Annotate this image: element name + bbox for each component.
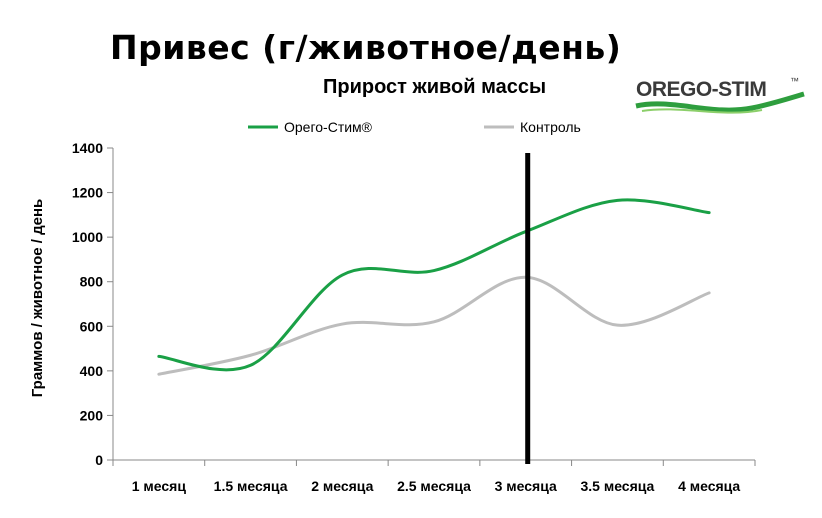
legend-label: Контроль [520, 119, 581, 135]
chart-axes [107, 147, 756, 466]
y-tick-label: 800 [80, 274, 104, 290]
x-tick-labels: 1 месяц 1.5 месяца 2 месяца 2.5 месяца 3 мес… [132, 478, 741, 494]
x-tick-label: 1 месяц [132, 478, 187, 494]
y-tick-label: 1400 [72, 140, 103, 156]
logo-text: OREGO-STIM [636, 78, 766, 101]
logo-tm: ™ [790, 76, 799, 86]
x-tick-label: 1.5 месяца [214, 478, 288, 494]
logo-swoosh [635, 91, 805, 113]
page-title: Привес (г/животное/день) [110, 28, 622, 67]
orego-stim-logo: OREGO-STIM ™ [635, 76, 805, 114]
chart-series [157, 198, 711, 376]
x-tick-label: 3.5 месяца [581, 478, 655, 494]
chart-title: Прирост живой массы [323, 76, 547, 98]
x-tick-label: 3 месяца [495, 478, 557, 494]
y-tick-label: 0 [95, 452, 103, 468]
y-tick-label: 1200 [72, 185, 103, 201]
y-tick-label: 1000 [72, 229, 103, 245]
series-line-1 [157, 275, 711, 376]
legend-label: Орего-Стим® [284, 119, 373, 135]
legend: Орего-Стим® Контроль [248, 119, 581, 135]
series-line-0 [157, 198, 711, 372]
x-tick-label: 2 месяца [311, 478, 373, 494]
x-tick-label: 2.5 месяца [397, 478, 471, 494]
y-tick-label: 200 [80, 407, 104, 423]
y-tick-label: 600 [80, 318, 104, 334]
logo-swoosh-light [641, 108, 763, 114]
y-axis-label: Граммов / животное / день [29, 199, 46, 398]
x-tick-label: 4 месяца [678, 478, 740, 494]
y-tick-label: 400 [80, 363, 104, 379]
y-tick-labels: 0 200 400 600 800 1000 1200 1400 [72, 140, 103, 468]
